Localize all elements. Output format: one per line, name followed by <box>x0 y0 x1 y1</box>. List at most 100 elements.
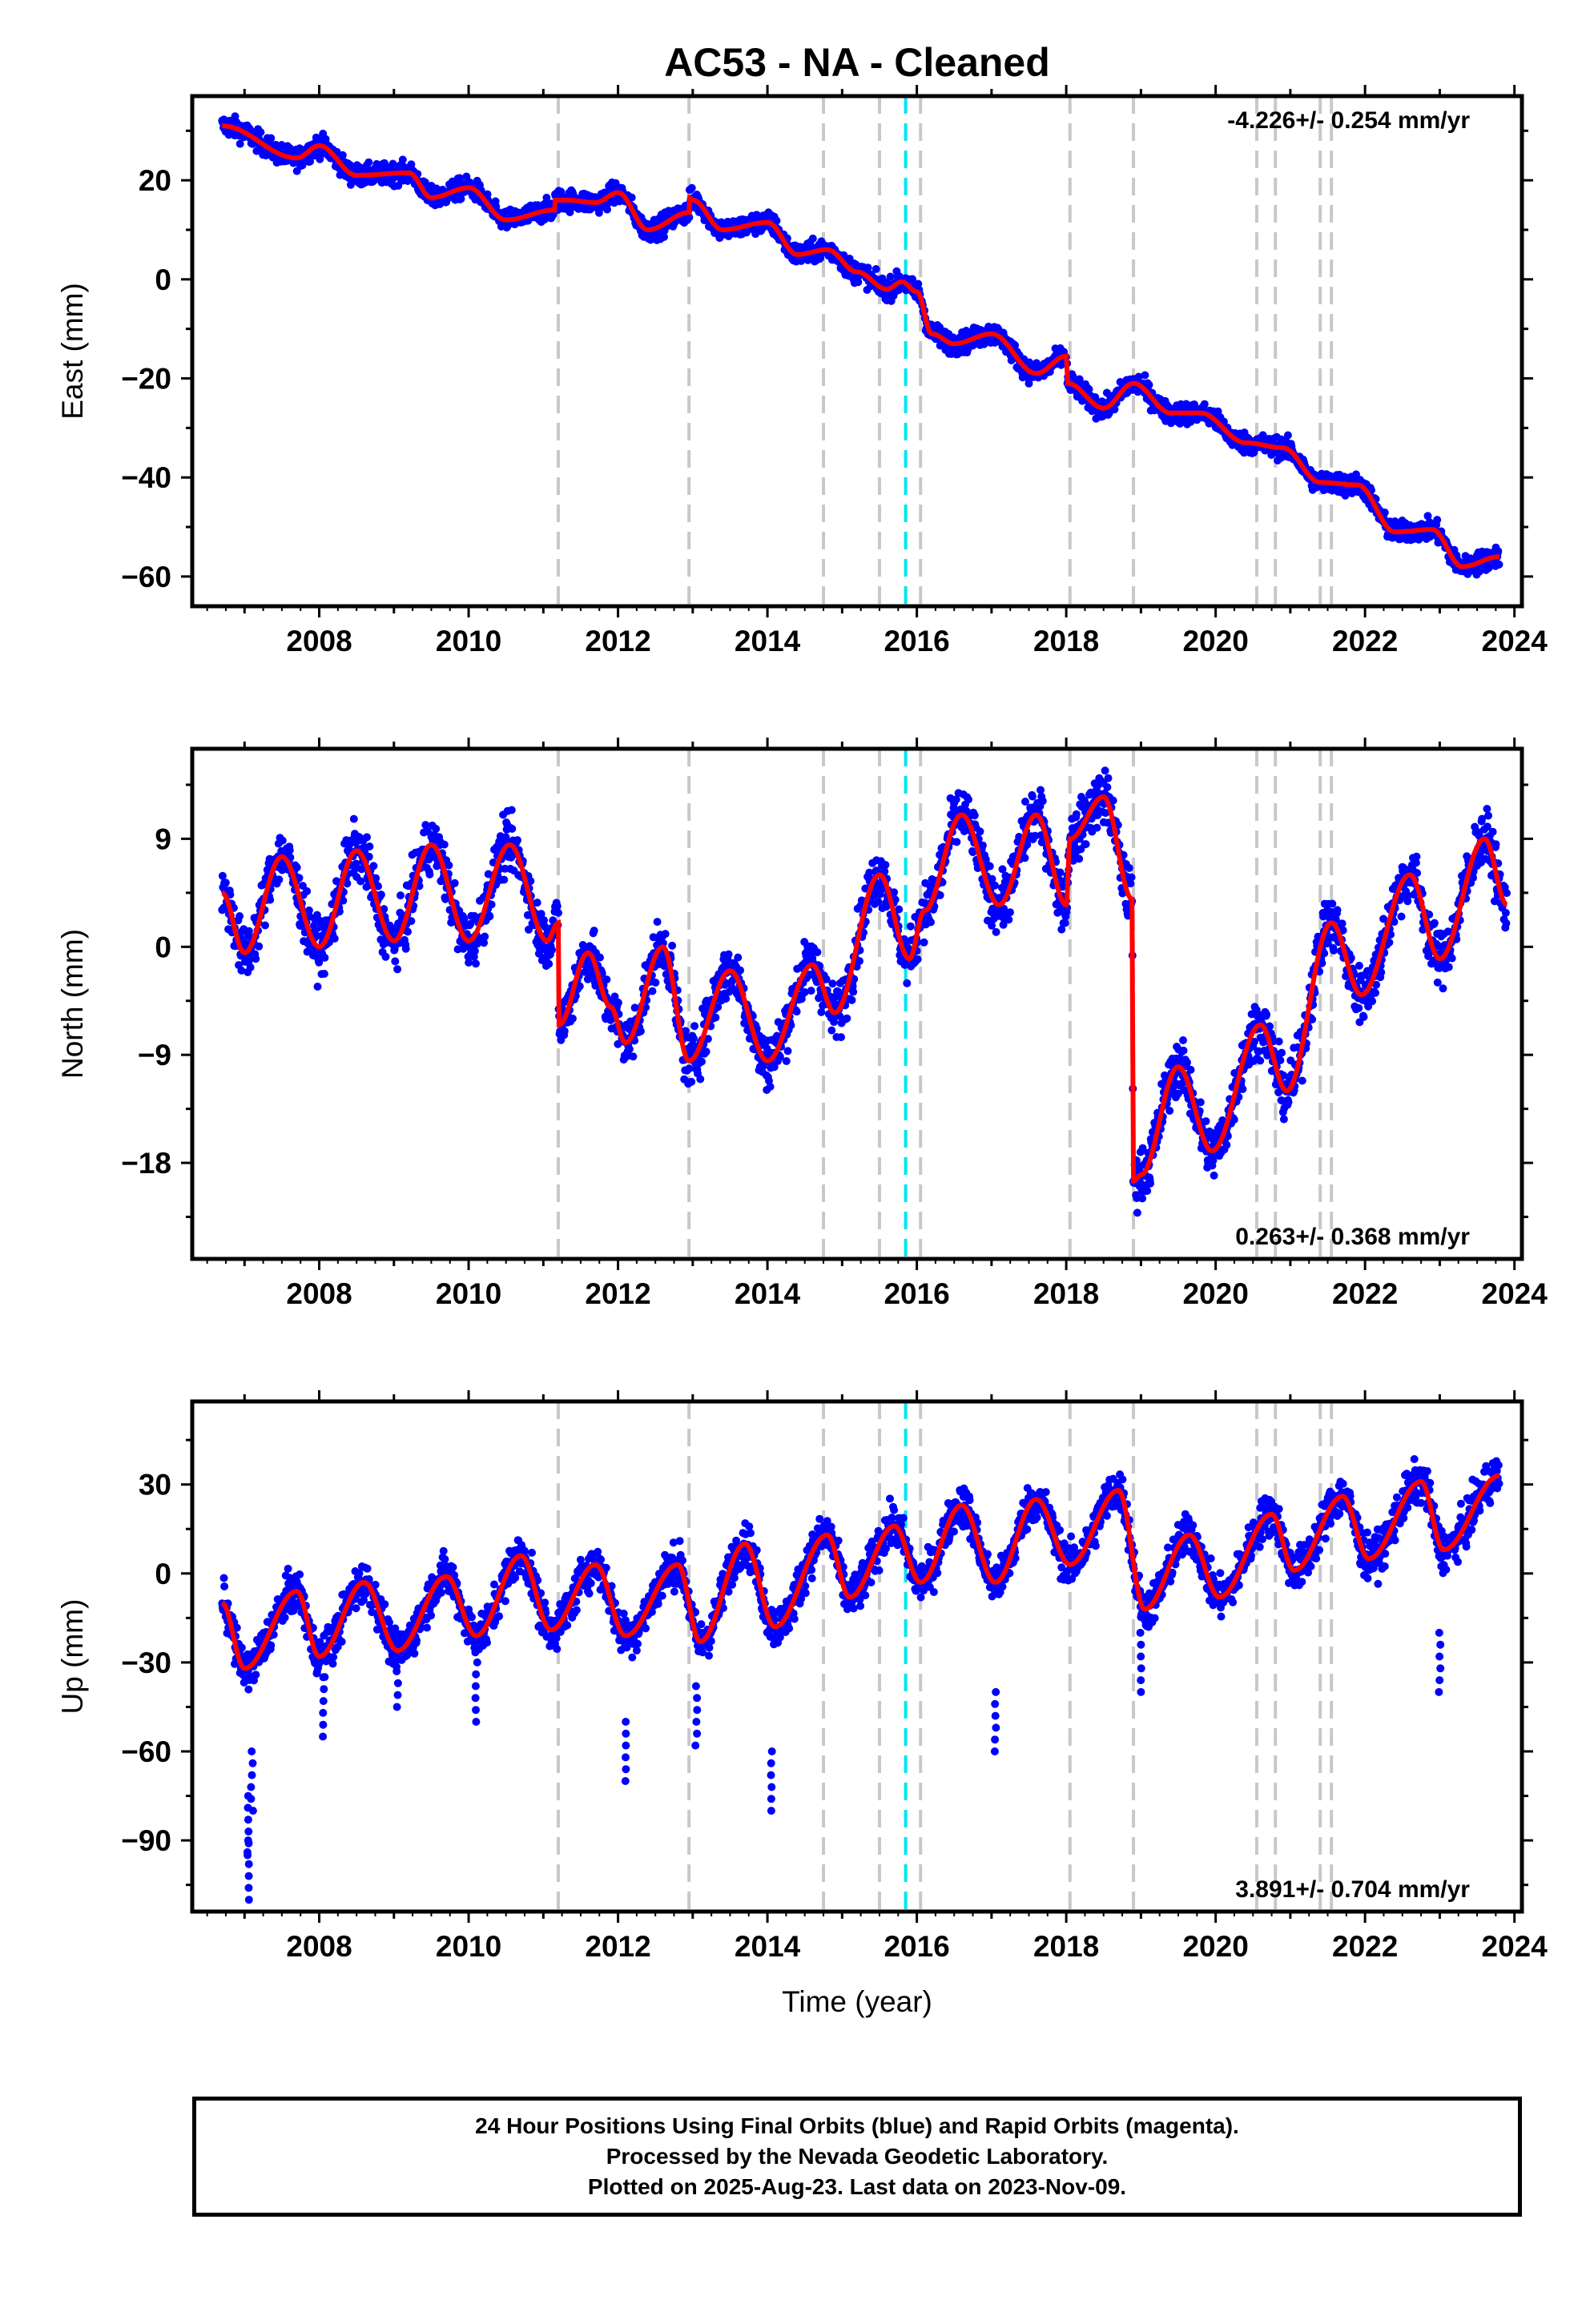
north-point <box>711 1013 720 1022</box>
north-point <box>1104 774 1113 782</box>
east-y-tick-label: 0 <box>155 263 171 296</box>
east-point <box>1433 516 1442 525</box>
north-point <box>1004 915 1013 924</box>
north-point <box>246 963 255 971</box>
north-point <box>1103 783 1112 791</box>
north-point <box>292 863 301 872</box>
east-point <box>421 178 429 187</box>
north-point <box>602 975 611 984</box>
east-point <box>457 195 465 203</box>
north-point <box>320 953 329 962</box>
east-point <box>808 234 817 243</box>
north-point <box>460 915 469 923</box>
north-point <box>1038 797 1047 806</box>
north-point <box>903 979 912 987</box>
east-point <box>1494 547 1503 556</box>
east-point <box>1085 385 1093 393</box>
north-data-points <box>218 766 1511 1217</box>
north-point <box>988 921 996 930</box>
north-point <box>817 1007 826 1016</box>
north-point <box>847 995 856 1004</box>
north-point <box>548 946 557 955</box>
north-point <box>976 827 984 836</box>
north-point <box>330 935 339 943</box>
north-point <box>978 841 987 850</box>
north-point <box>855 957 863 966</box>
north-point <box>913 955 922 963</box>
east-point <box>338 151 347 159</box>
north-point <box>1020 854 1029 862</box>
north-panel: 2008 2010 2012 2014 2016 2018 2020 2022 2024−18−… <box>56 738 1548 1310</box>
north-point <box>396 891 405 900</box>
east-point <box>1091 393 1100 401</box>
north-point <box>813 948 822 957</box>
north-point <box>696 1075 705 1084</box>
east-point <box>908 275 916 283</box>
north-point <box>554 908 562 917</box>
north-point <box>590 927 598 935</box>
north-point <box>450 879 459 887</box>
north-point <box>651 979 660 987</box>
east-x-tick-label: 2012 <box>585 625 650 657</box>
north-point <box>470 947 479 955</box>
east-point <box>267 134 276 143</box>
east-x-tick-label: 2018 <box>1033 625 1099 657</box>
north-point <box>376 891 385 899</box>
north-point <box>783 1047 792 1055</box>
north-point <box>881 861 890 869</box>
east-point <box>660 232 668 241</box>
east-x-tick-label: 2008 <box>286 625 352 657</box>
east-point <box>1075 375 1084 384</box>
north-point <box>425 870 434 879</box>
north-point <box>285 846 294 854</box>
east-point <box>235 139 244 148</box>
north-point <box>952 838 961 846</box>
north-point <box>843 1014 851 1023</box>
north-point <box>485 912 494 921</box>
north-point <box>807 987 815 995</box>
east-point <box>1024 379 1033 388</box>
north-point <box>782 1057 791 1065</box>
east-point <box>886 272 895 281</box>
north-point <box>568 1014 577 1023</box>
north-point <box>661 930 670 939</box>
east-x-tick-label: 2016 <box>884 625 949 657</box>
north-point <box>440 840 449 849</box>
east-point <box>542 193 551 202</box>
north-point <box>985 862 994 870</box>
north-point <box>1006 908 1014 917</box>
north-point <box>828 979 837 988</box>
north-point <box>734 953 743 962</box>
east-point <box>1011 341 1020 350</box>
north-point <box>381 952 390 961</box>
north-point <box>533 899 541 907</box>
east-y-tick-label: −20 <box>121 363 171 396</box>
north-point <box>849 987 858 996</box>
north-point <box>648 987 657 995</box>
north-point <box>927 918 935 927</box>
east-point <box>687 183 696 192</box>
east-point <box>364 158 373 167</box>
north-point <box>614 999 622 1007</box>
north-point <box>356 877 365 886</box>
east-point <box>306 157 314 166</box>
east-point <box>1134 372 1143 381</box>
north-point <box>668 941 677 950</box>
east-x-tick-label: 2014 <box>735 625 801 657</box>
north-point <box>992 927 1000 936</box>
north-point <box>653 918 662 927</box>
east-point <box>1141 371 1149 380</box>
east-point <box>772 216 781 225</box>
north-point <box>391 957 400 966</box>
north-point <box>401 944 410 953</box>
north-point <box>792 1007 801 1016</box>
east-x-tick-label: 2022 <box>1332 625 1398 657</box>
east-y-axis-label: East (mm) <box>56 283 89 420</box>
north-point <box>1072 810 1081 818</box>
north-point <box>244 927 253 935</box>
east-point <box>594 208 603 217</box>
north-point <box>349 814 358 823</box>
north-point <box>629 1052 638 1061</box>
east-point <box>1283 431 1292 440</box>
